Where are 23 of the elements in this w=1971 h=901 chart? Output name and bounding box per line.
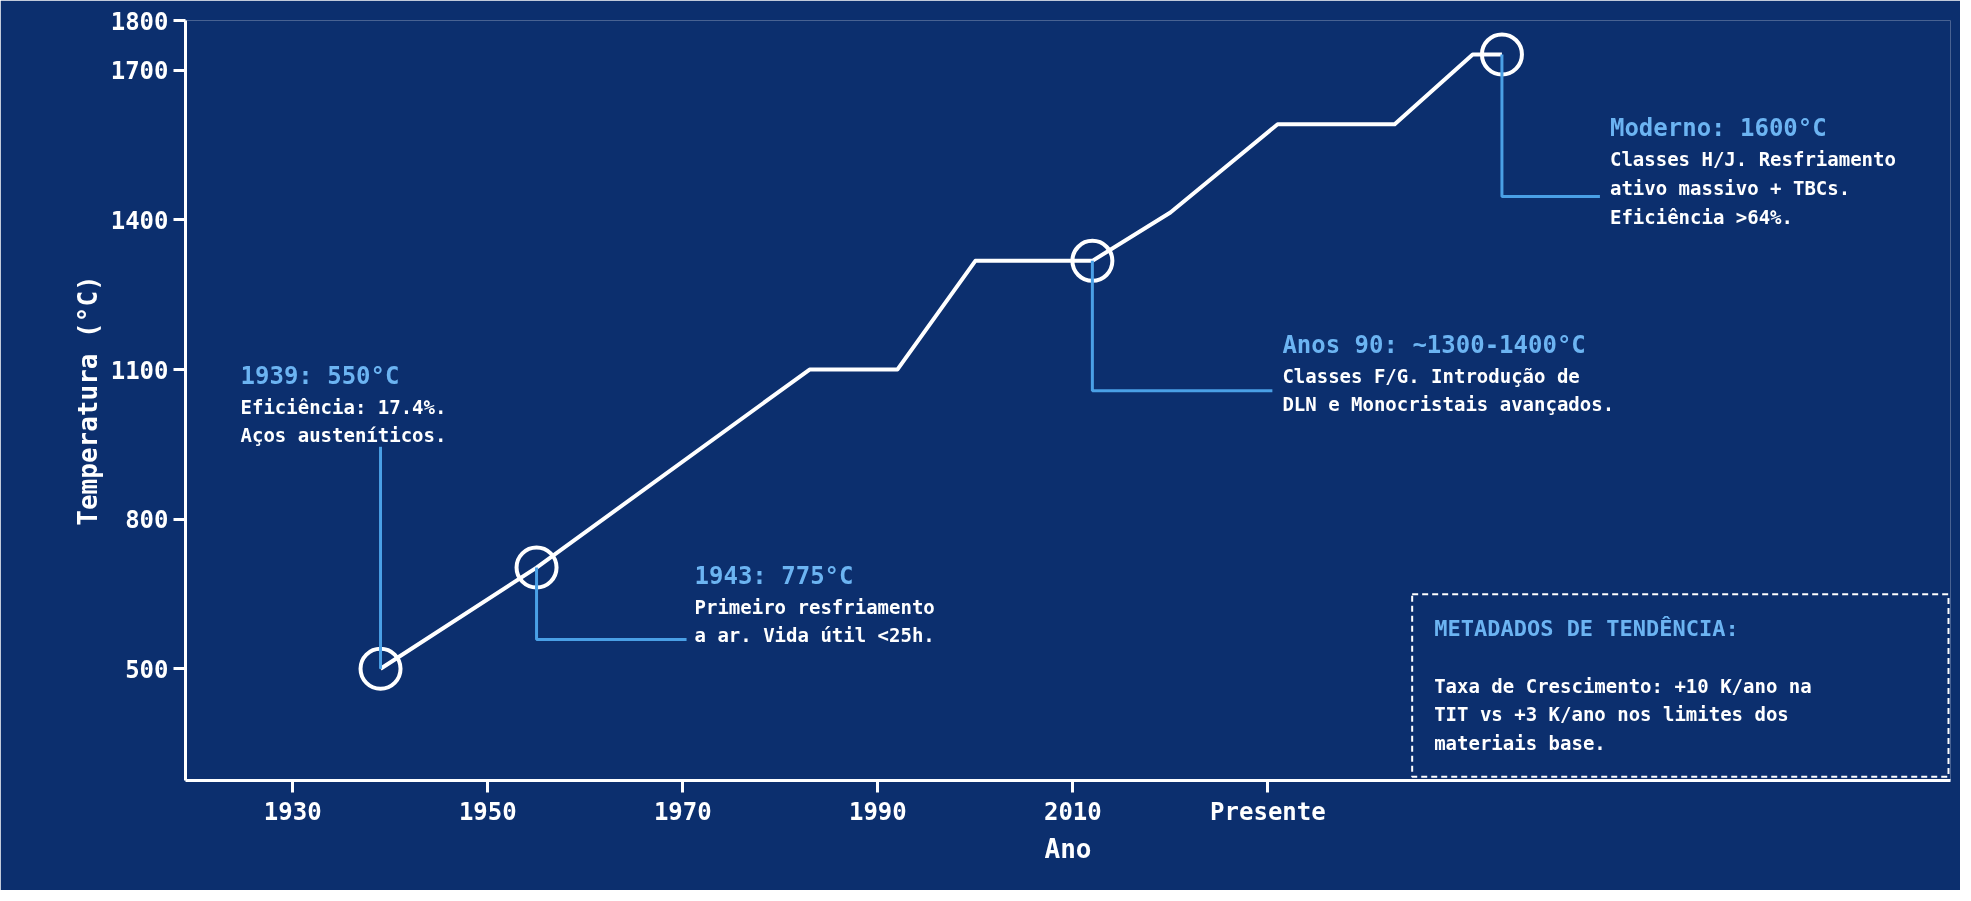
x-tick-label: 1970 bbox=[653, 797, 712, 826]
x-tick-label: Presente bbox=[1210, 797, 1326, 826]
x-tick-label: 1990 bbox=[848, 797, 907, 826]
y-tick-label: 800 bbox=[125, 506, 169, 535]
annotation: 1943: 775°C Primeiro resfriamento a ar. Vida útil <25h. bbox=[694, 561, 935, 647]
annotation: Moderno: 1600°C Classes H/J. Resfriamento ativo massivo + TBCs. Eficiência >64%. bbox=[1609, 114, 1896, 228]
text: METADADOS DE TENDÊNCIA: Taxa de Crescimento: +10 K/ano na TIT vs +3 K/ano nos limites dos materiais base. bbox=[1434, 616, 1812, 755]
annotation: 1939: 550°C Eficiência: 17.4%. Aços austeníticos. bbox=[240, 361, 447, 447]
y-tick-label: 1400 bbox=[110, 206, 169, 235]
y-tick-label: 1100 bbox=[110, 356, 169, 385]
y-tick-label: 1800 bbox=[110, 7, 169, 36]
point bbox=[514, 545, 559, 590]
x-tick-label: 2010 bbox=[1043, 797, 1102, 826]
point bbox=[358, 646, 403, 691]
x-tick-label: 1950 bbox=[458, 797, 517, 826]
x-tick-label: 1930 bbox=[263, 797, 322, 826]
x-axis-title: Ano bbox=[1044, 833, 1092, 864]
y-axis-title: Temperatura (°C) bbox=[72, 275, 103, 526]
annotation: Anos 90: ~1300-1400°C Classes F/G. Introdução de DLN e Monocristais avançados. bbox=[1282, 330, 1615, 416]
y-tick-label: 1700 bbox=[110, 57, 169, 86]
y-tick-label: 500 bbox=[125, 655, 169, 684]
point bbox=[1070, 238, 1115, 283]
point bbox=[1479, 32, 1524, 77]
